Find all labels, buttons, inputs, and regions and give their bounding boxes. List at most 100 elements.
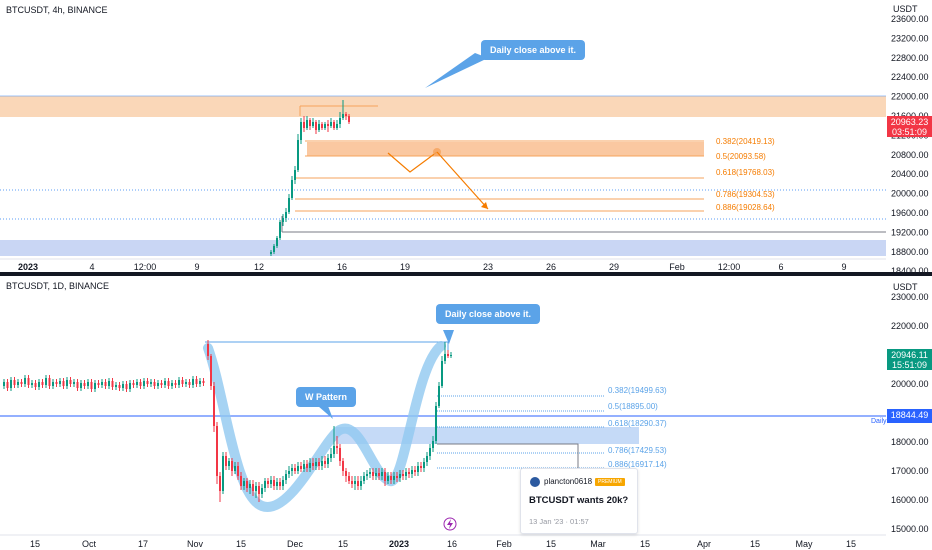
fib-label: 0.5(18895.00) bbox=[608, 402, 658, 411]
candle bbox=[76, 382, 79, 388]
candle bbox=[249, 484, 251, 488]
candle bbox=[381, 472, 383, 476]
fib-labels-4h: 0.382(20419.13) 0.5(20093.58) 0.618(19768.… bbox=[716, 137, 775, 212]
candle bbox=[202, 381, 205, 383]
candle bbox=[360, 481, 362, 486]
candle bbox=[139, 382, 142, 386]
candle bbox=[118, 385, 121, 388]
idea-note-card[interactable]: plancton0618 PREMIUM BTCUSDT wants 20k? … bbox=[520, 468, 638, 534]
candle bbox=[300, 466, 302, 469]
candle bbox=[111, 381, 114, 387]
time-tick: Feb bbox=[496, 539, 512, 549]
time-tick: 12:00 bbox=[134, 262, 157, 272]
last-price-tag-1d: 20946.11 15:51:09 bbox=[887, 349, 932, 370]
note-author[interactable]: plancton0618 bbox=[544, 477, 593, 486]
candle bbox=[450, 355, 452, 356]
lightning-icon[interactable] bbox=[443, 517, 457, 531]
candle bbox=[348, 476, 350, 481]
callout-w-pattern[interactable]: W Pattern bbox=[296, 387, 357, 407]
candle bbox=[447, 354, 449, 356]
candle bbox=[48, 378, 51, 386]
time-axis-4h[interactable]: 2023 4 12:00 9 12 16 19 23 26 29 Feb 12:00 6 9 bbox=[0, 258, 886, 272]
price-tick: 23600.00 bbox=[891, 14, 929, 24]
note-title[interactable]: BTCUSDT wants 20k? bbox=[529, 495, 629, 506]
candle bbox=[52, 382, 54, 386]
candle bbox=[195, 379, 198, 384]
candle bbox=[336, 446, 338, 448]
candle bbox=[339, 118, 341, 124]
callout-daily-close[interactable]: Daily close above it. bbox=[481, 40, 586, 60]
symbol-label-1d[interactable]: BTCUSDT, 1D, BINANCE bbox=[6, 281, 110, 291]
chart-canvas-4h[interactable]: 23600.00 23200.00 22800.00 22400.00 22000.00… bbox=[0, 0, 932, 274]
last-price-1d: 20946.11 bbox=[891, 350, 928, 360]
candle bbox=[324, 124, 326, 128]
candle bbox=[216, 426, 218, 476]
candle bbox=[108, 381, 110, 386]
fib-label: 0.786(19304.53) bbox=[716, 190, 775, 199]
hline-label: Daily bbox=[871, 418, 887, 425]
candle bbox=[97, 383, 100, 385]
candle bbox=[27, 378, 30, 385]
price-tick: 20000.00 bbox=[891, 189, 929, 199]
candle bbox=[354, 481, 356, 484]
candle bbox=[369, 472, 371, 474]
candle bbox=[6, 382, 9, 388]
fib-retracement-lines[interactable] bbox=[295, 140, 704, 212]
candle bbox=[411, 470, 413, 474]
avatar[interactable] bbox=[530, 477, 540, 487]
candle bbox=[115, 385, 117, 387]
fib-labels-1d: 0.382(19499.63) 0.5(18895.00) 0.618(18290.… bbox=[608, 386, 667, 469]
candle bbox=[339, 448, 341, 461]
price-tick: 22400.00 bbox=[891, 72, 929, 82]
time-axis-1d[interactable]: 15 Oct 17 Nov 15 Dec 15 2023 16 Feb 15 Mar 15 Apr 15 Ma… bbox=[0, 534, 886, 549]
candle bbox=[303, 464, 305, 469]
candle bbox=[17, 382, 19, 385]
time-tick: 29 bbox=[609, 262, 619, 272]
support-zone[interactable] bbox=[0, 240, 886, 256]
pane-divider[interactable] bbox=[0, 272, 932, 276]
candle bbox=[348, 116, 350, 122]
candle bbox=[342, 114, 344, 118]
candle bbox=[384, 472, 386, 481]
time-tick: 12 bbox=[254, 262, 264, 272]
candle bbox=[3, 382, 5, 386]
candle bbox=[429, 448, 431, 456]
resistance-zone[interactable] bbox=[0, 96, 886, 117]
w-pattern-drawing[interactable] bbox=[203, 341, 446, 512]
price-tick: 18800.00 bbox=[891, 247, 929, 257]
candle bbox=[327, 458, 329, 464]
candle bbox=[240, 476, 242, 486]
time-tick: Nov bbox=[187, 539, 204, 549]
candle bbox=[38, 382, 40, 387]
candle bbox=[258, 486, 260, 494]
candle bbox=[312, 463, 314, 466]
symbol-label[interactable]: BTCUSDT, 4h, BINANCE bbox=[6, 5, 108, 15]
price-axis-4h[interactable]: 23600.00 23200.00 22800.00 22400.00 22000.00… bbox=[891, 14, 929, 274]
callout-daily-close-1d[interactable]: Daily close above it. bbox=[436, 304, 541, 324]
candle bbox=[132, 383, 135, 385]
time-tick: 15 bbox=[750, 539, 760, 549]
time-tick: 15 bbox=[640, 539, 650, 549]
candle bbox=[255, 486, 257, 491]
fib-zone-1d[interactable] bbox=[336, 427, 639, 444]
candle bbox=[402, 474, 404, 476]
chart-pane-4h[interactable]: 23600.00 23200.00 22800.00 22400.00 22000.00… bbox=[0, 0, 932, 274]
candle bbox=[432, 441, 434, 448]
candle bbox=[62, 381, 65, 386]
countdown: 03:51:09 bbox=[891, 127, 928, 137]
candle bbox=[405, 472, 407, 476]
candle bbox=[101, 382, 103, 385]
fib-label: 0.5(20093.58) bbox=[716, 152, 766, 161]
chart-pane-1d[interactable]: 23000.0022000.0021000.0020000.0019000.00… bbox=[0, 276, 932, 550]
candle bbox=[219, 476, 221, 491]
price-tick: 17000.00 bbox=[891, 466, 929, 476]
chart-canvas-1d[interactable]: 23000.0022000.0021000.0020000.0019000.00… bbox=[0, 276, 932, 550]
candle bbox=[297, 466, 299, 471]
fib-zone[interactable] bbox=[307, 142, 704, 156]
candle bbox=[192, 379, 194, 385]
time-tick: 15 bbox=[236, 539, 246, 549]
candle bbox=[327, 124, 329, 126]
fib-label: 0.382(20419.13) bbox=[716, 137, 775, 146]
candle bbox=[297, 140, 299, 170]
candle bbox=[276, 482, 278, 486]
